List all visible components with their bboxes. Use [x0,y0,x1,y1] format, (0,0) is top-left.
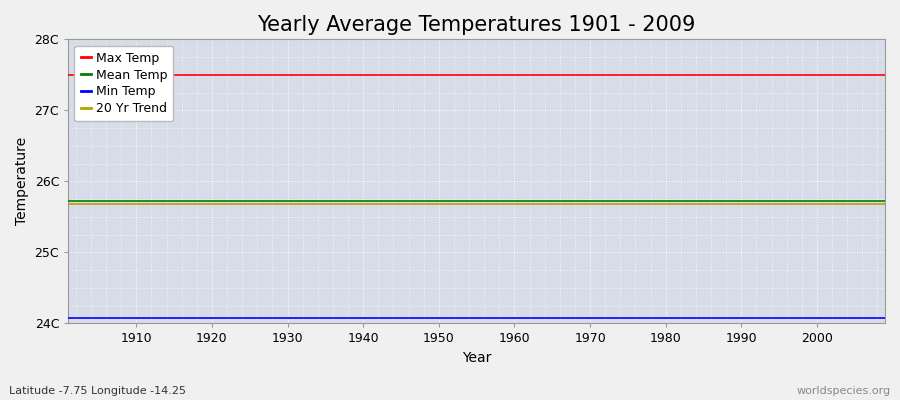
X-axis label: Year: Year [462,351,491,365]
Title: Yearly Average Temperatures 1901 - 2009: Yearly Average Temperatures 1901 - 2009 [257,15,696,35]
Y-axis label: Temperature: Temperature [15,137,29,226]
Text: Latitude -7.75 Longitude -14.25: Latitude -7.75 Longitude -14.25 [9,386,186,396]
Legend: Max Temp, Mean Temp, Min Temp, 20 Yr Trend: Max Temp, Mean Temp, Min Temp, 20 Yr Tre… [75,46,174,121]
Text: worldspecies.org: worldspecies.org [796,386,891,396]
